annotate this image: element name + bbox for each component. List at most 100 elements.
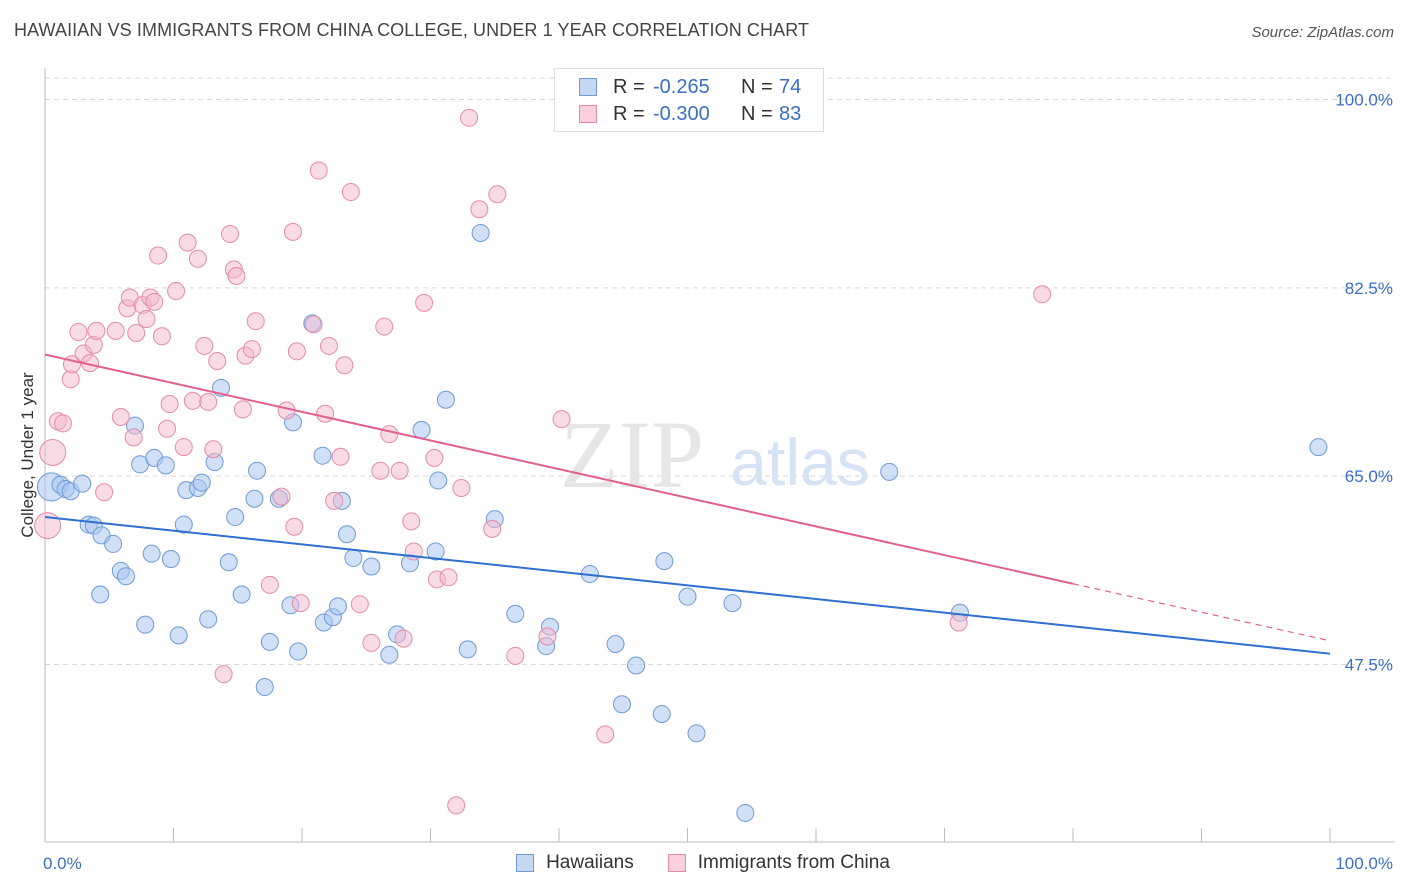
china-point (390, 461, 409, 480)
hawaiian-point (245, 489, 264, 508)
legend-swatch-pink (579, 105, 597, 123)
y-tick-label: 100.0% (1335, 91, 1393, 110)
china-point (335, 356, 354, 375)
china-point (227, 266, 246, 285)
source-label: Source: ZipAtlas.com (1251, 24, 1394, 41)
hawaiian-point (289, 642, 308, 661)
china-point (402, 512, 421, 531)
china-point (488, 185, 507, 204)
china-point (362, 633, 381, 652)
china-point (260, 575, 279, 594)
china-point (183, 391, 202, 410)
china-point (95, 483, 114, 502)
hawaiian-point (260, 632, 279, 651)
legend-r-label: R = (613, 75, 645, 98)
china-point (221, 225, 240, 244)
hawaiian-point (136, 615, 155, 634)
hawaiian-point (380, 645, 399, 664)
hawaiian-point (1309, 438, 1328, 457)
hawaiian-point (471, 223, 490, 242)
hawaiian-point (192, 473, 211, 492)
correlation-legend: R = -0.265 N = 74 R = -0.300 N = 83 (554, 68, 824, 132)
axes (44, 68, 1395, 843)
legend-row-china: R = -0.300 N = 83 (579, 102, 801, 126)
series-legend-hawaiians[interactable]: Hawaiians (516, 852, 634, 874)
china-point (452, 478, 471, 497)
china-point (538, 627, 557, 646)
hawaiian-point (104, 534, 123, 553)
china-point (272, 487, 291, 506)
hawaiian-point (687, 724, 706, 743)
hawaiian-point (655, 552, 674, 571)
china-point (208, 352, 227, 371)
china-point (341, 183, 360, 202)
hawaiian-point (91, 585, 110, 604)
china-point (316, 404, 335, 423)
china-point (375, 317, 394, 336)
china-point (106, 321, 125, 340)
china-point (242, 340, 261, 359)
hawaiians-points (36, 223, 1328, 822)
china-point (350, 595, 369, 614)
hawaiian-point (116, 567, 135, 586)
hawaiian-point (174, 515, 193, 534)
hawaiian-point (506, 604, 525, 623)
china-point (285, 517, 304, 536)
gridlines (45, 77, 1395, 665)
china-point (167, 282, 186, 301)
china-point (137, 310, 156, 329)
legend-r-label: R = (613, 102, 645, 125)
china-point (483, 519, 502, 538)
china-point (596, 725, 615, 744)
china-point (214, 665, 233, 684)
series-legend-china[interactable]: Immigrants from China (667, 852, 890, 874)
series-label-china: Immigrants from China (697, 852, 890, 873)
china-point (174, 438, 193, 457)
hawaiian-point (736, 803, 755, 822)
hawaiian-point (880, 462, 899, 481)
china-point (204, 440, 223, 459)
china-point (425, 448, 444, 467)
china-point (87, 321, 106, 340)
china-points (34, 108, 1052, 815)
china-point (111, 407, 130, 426)
hawaiian-point (627, 656, 646, 675)
china-point (61, 370, 80, 389)
hawaiian-point (232, 585, 251, 604)
chart-title: HAWAIIAN VS IMMIGRANTS FROM CHINA COLLEG… (14, 20, 810, 40)
hawaiian-point (169, 626, 188, 645)
china-point (394, 629, 413, 648)
china-trend-extension (1072, 583, 1331, 642)
hawaiian-point (606, 635, 625, 654)
china-point (506, 646, 525, 665)
legend-n-label: N = (741, 102, 773, 125)
legend-r-value: -0.300 (653, 102, 710, 125)
watermark-zip: ZIP (560, 401, 704, 508)
hawaiian-point (678, 587, 697, 606)
china-point (195, 336, 214, 355)
china-point (188, 249, 207, 268)
china-point (287, 342, 306, 361)
hawaiian-point (337, 525, 356, 544)
legend-r-value: -0.265 (653, 75, 710, 98)
china-point (331, 447, 350, 466)
china-point (246, 312, 265, 331)
trend-lines (44, 353, 1331, 655)
china-point (53, 414, 72, 433)
y-tick-label: 82.5% (1345, 279, 1393, 298)
china-point (233, 400, 252, 419)
series-swatch-pink (667, 854, 686, 872)
china-point (152, 327, 171, 346)
china-point (158, 419, 177, 438)
x-tick-label: 100.0% (1335, 854, 1393, 873)
legend-swatch-blue (579, 78, 597, 96)
china-point (284, 222, 303, 241)
hawaiian-point (313, 446, 332, 465)
legend-n-value: 83 (779, 102, 802, 125)
china-point (199, 392, 218, 411)
hawaiian-point (255, 678, 274, 697)
hawaiian-point (652, 704, 671, 723)
legend-n-label: N = (741, 75, 773, 98)
series-label-hawaiians: Hawaiians (546, 852, 634, 873)
